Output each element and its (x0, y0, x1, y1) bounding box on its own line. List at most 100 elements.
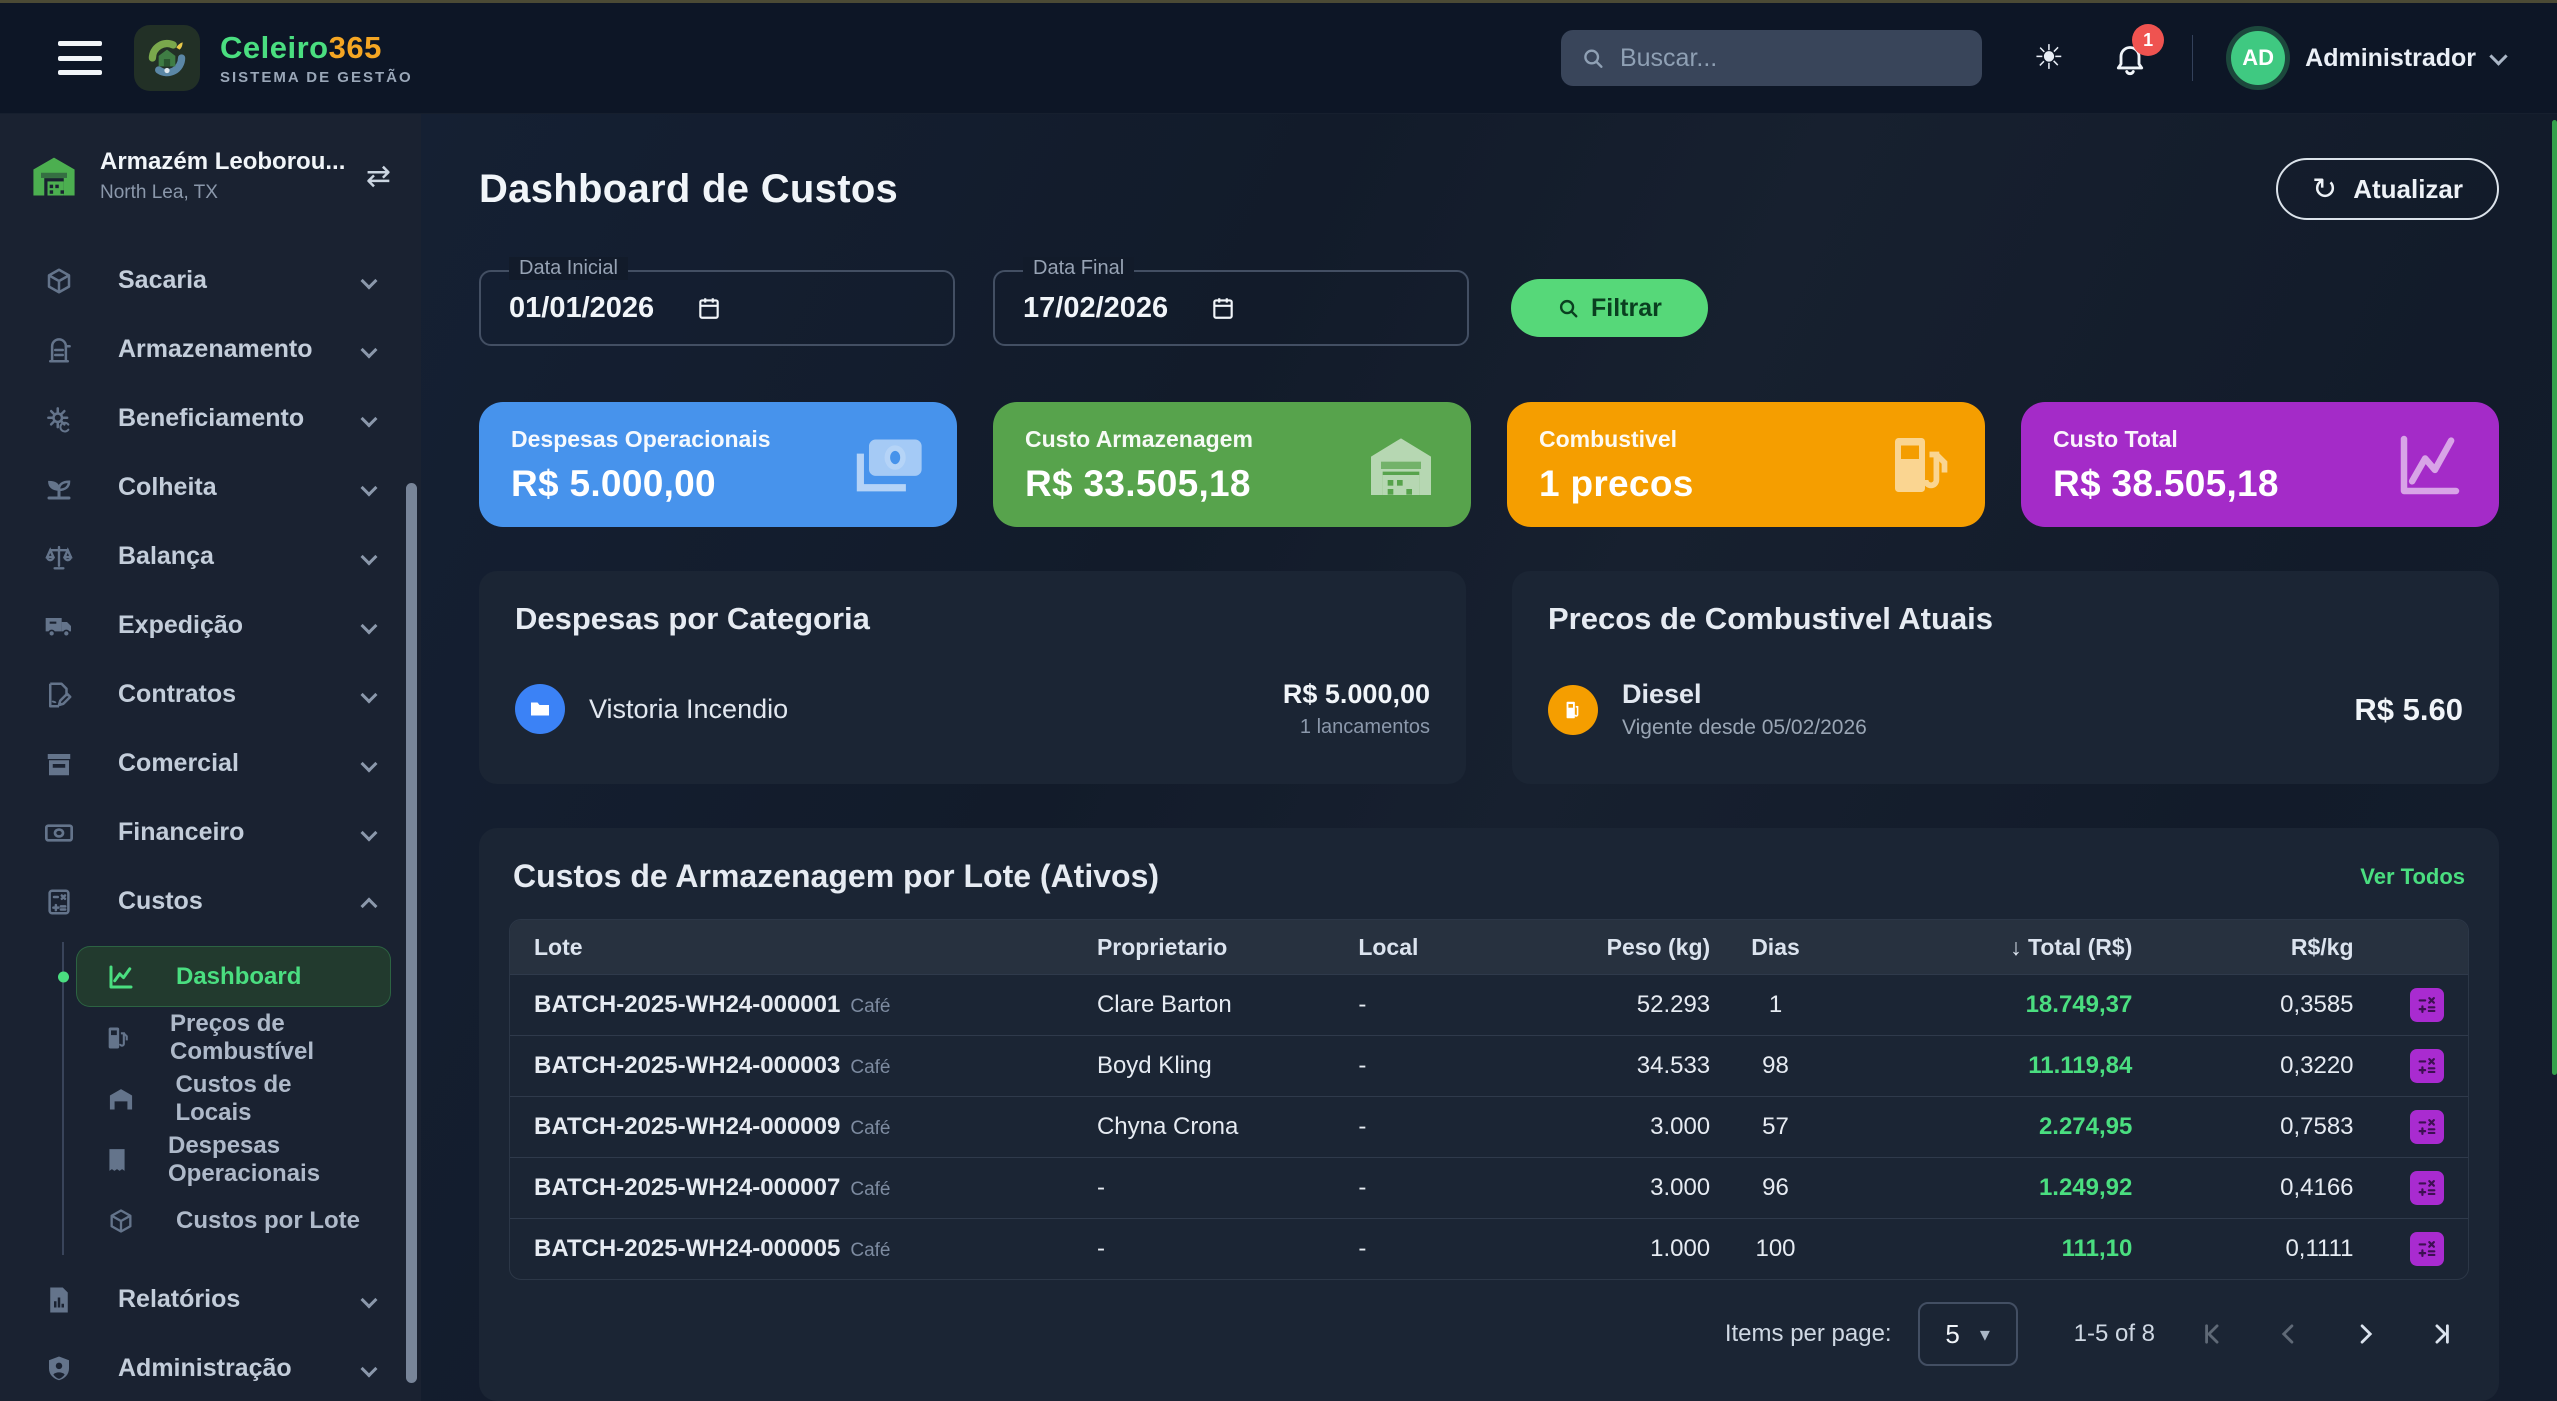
col-dias[interactable]: Dias (1751, 933, 1800, 960)
col-peso[interactable]: Peso (kg) (1606, 933, 1711, 960)
brand-suffix: 365 (328, 29, 382, 65)
table-row[interactable]: BATCH-2025-WH24-000003 Café Boyd Kling - … (510, 1035, 2468, 1096)
page-title: Dashboard de Custos (479, 166, 899, 211)
cell-rskg: 0,3220 (2280, 1052, 2354, 1079)
date-start-value[interactable]: 01/01/2026 (509, 291, 655, 324)
col-local[interactable]: Local (1358, 933, 1419, 960)
active-dot (58, 971, 69, 982)
sort-desc-icon[interactable]: ↓ (2010, 933, 2022, 960)
search-input[interactable] (1619, 43, 1962, 73)
sidebar-item-balanca[interactable]: Balança (0, 522, 421, 591)
submenu-item-custos-locais[interactable]: Custos de Locais (76, 1068, 391, 1129)
search-box[interactable] (1560, 30, 1982, 86)
cell-dias: 96 (1762, 1174, 1789, 1201)
brand: Celeiro365 SISTEMA DE GESTÃO (220, 32, 413, 85)
submenu-item-precos-combustivel[interactable]: Preços de Combustível (76, 1007, 391, 1068)
chevron-down-icon (360, 341, 378, 358)
user-menu[interactable]: Administrador (2305, 43, 2476, 72)
fuel-pump-icon (1548, 684, 1598, 735)
refresh-button[interactable]: ↻ Atualizar (2276, 158, 2499, 220)
next-page-button[interactable] (2351, 1320, 2379, 1348)
stat-cards: Despesas Operacionais R$ 5.000,00 Custo … (479, 402, 2499, 527)
table-row[interactable]: BATCH-2025-WH24-000001 Café Clare Barton … (510, 974, 2468, 1035)
calculate-action-icon[interactable] (2409, 1110, 2444, 1144)
see-all-link[interactable]: Ver Todos (2360, 863, 2465, 889)
sidebar-scrollbar[interactable] (406, 483, 417, 1383)
app-logo (134, 25, 200, 91)
stat-card-combustivel[interactable]: Combustivel 1 precos (1507, 402, 1985, 527)
sidebar-item-label: Colheita (118, 473, 217, 501)
stat-card-total[interactable]: Custo Total R$ 38.505,18 (2021, 402, 2499, 527)
col-total[interactable]: ↓ Total (R$) (1841, 933, 2132, 961)
switch-warehouse-icon[interactable]: ⇄ (365, 159, 391, 193)
col-rskg[interactable]: R$/kg (2290, 933, 2354, 960)
chevron-down-icon[interactable] (2489, 46, 2508, 66)
sidebar-item-expedicao[interactable]: Expedição (0, 591, 421, 660)
sidebar-item-beneficiamento[interactable]: Beneficiamento (0, 384, 421, 453)
banknote-icon (40, 817, 78, 849)
calculate-action-icon[interactable] (2409, 1232, 2444, 1266)
table-row[interactable]: BATCH-2025-WH24-000009 Café Chyna Crona -… (510, 1096, 2468, 1157)
fuel-row[interactable]: Diesel Vigente desde 05/02/2026 R$ 5.60 (1548, 679, 2463, 740)
calculate-action-icon[interactable] (2409, 1171, 2444, 1205)
sidebar-item-contratos[interactable]: Contratos (0, 660, 421, 729)
stat-card-despesas[interactable]: Despesas Operacionais R$ 5.000,00 (479, 402, 957, 527)
refresh-icon: ↻ (2312, 172, 2338, 206)
sidebar-item-relatorios[interactable]: Relatórios (0, 1265, 421, 1334)
page-scrollbar[interactable] (2552, 120, 2557, 1075)
category-row[interactable]: Vistoria Incendio R$ 5.000,00 1 lancamen… (515, 679, 1430, 739)
sidebar-item-financeiro[interactable]: Financeiro (0, 798, 421, 867)
cell-proprietario: Clare Barton (1096, 991, 1232, 1018)
stat-card-armazenagem[interactable]: Custo Armazenagem R$ 33.505,18 (993, 402, 1471, 527)
page-size-select[interactable]: 5 ▾ (1917, 1302, 2018, 1366)
warehouse-location: North Lea, TX (100, 182, 218, 203)
submenu-label: Despesas Operacionais (168, 1131, 321, 1187)
date-start-field[interactable]: Data Inicial 01/01/2026 (479, 257, 955, 346)
trend-chart-icon (2391, 426, 2469, 504)
pagination-range: 1-5 of 8 (2073, 1320, 2155, 1347)
sidebar-item-administracao[interactable]: Administração (0, 1334, 421, 1401)
sidebar-item-sacaria[interactable]: Sacaria (0, 246, 421, 315)
previous-page-button[interactable] (2275, 1320, 2303, 1348)
first-page-button[interactable] (2199, 1320, 2227, 1348)
middle-panels: Despesas por Categoria Vistoria Incendio… (479, 571, 2499, 784)
calculate-action-icon[interactable] (2409, 988, 2444, 1022)
hamburger-menu-icon[interactable] (58, 41, 102, 75)
date-start-label: Data Inicial (509, 257, 628, 280)
sidebar-item-colheita[interactable]: Colheita (0, 453, 421, 522)
col-lote[interactable]: Lote (534, 933, 583, 960)
cell-rskg: 0,1111 (2285, 1235, 2354, 1262)
theme-toggle-sun-icon[interactable]: ☀ (2033, 39, 2065, 77)
filter-button[interactable]: Filtrar (1511, 279, 1708, 337)
last-page-button[interactable] (2427, 1320, 2455, 1348)
page-size-value: 5 (1945, 1318, 1960, 1349)
calendar-icon[interactable] (696, 295, 722, 321)
warehouse-selector[interactable]: Armazém Leoborou... North Lea, TX ⇄ (0, 114, 421, 234)
fuel-pump-icon (1883, 429, 1955, 501)
cell-proprietario: Boyd Kling (1096, 1052, 1212, 1079)
calculate-action-icon[interactable] (2409, 1049, 2444, 1083)
table-row[interactable]: BATCH-2025-WH24-000005 Café - - 1.000 100… (510, 1218, 2468, 1279)
sidebar-item-label: Administração (118, 1354, 292, 1382)
submenu-item-despesas-operacionais[interactable]: Despesas Operacionais (76, 1129, 391, 1190)
sidebar-item-custos[interactable]: Custos (0, 867, 421, 936)
date-end-value[interactable]: 17/02/2026 (1023, 291, 1169, 324)
stat-value: R$ 38.505,18 (2053, 463, 2279, 504)
sidebar-item-comercial[interactable]: Comercial (0, 729, 421, 798)
lote-tag: Café (850, 1057, 891, 1078)
date-end-field[interactable]: Data Final 17/02/2026 (993, 257, 1469, 346)
col-proprietario[interactable]: Proprietario (1096, 933, 1228, 960)
stat-value: R$ 5.000,00 (511, 463, 716, 504)
admin-shield-icon (40, 1354, 78, 1384)
sidebar-item-armazenamento[interactable]: Armazenamento (0, 315, 421, 384)
sprout-icon (40, 473, 78, 503)
cell-rskg: 0,4166 (2280, 1174, 2354, 1201)
calendar-icon[interactable] (1210, 295, 1236, 321)
cell-peso: 3.000 (1650, 1174, 1711, 1201)
stat-label: Custo Armazenagem (1025, 426, 1253, 452)
user-avatar[interactable]: AD (2231, 31, 2286, 85)
notifications-button[interactable]: 1 (2112, 24, 2165, 76)
submenu-item-custos-por-lote[interactable]: Custos por Lote (76, 1190, 391, 1251)
submenu-item-dashboard[interactable]: Dashboard (58, 946, 391, 1007)
table-row[interactable]: BATCH-2025-WH24-000007 Café - - 3.000 96 … (510, 1157, 2468, 1218)
